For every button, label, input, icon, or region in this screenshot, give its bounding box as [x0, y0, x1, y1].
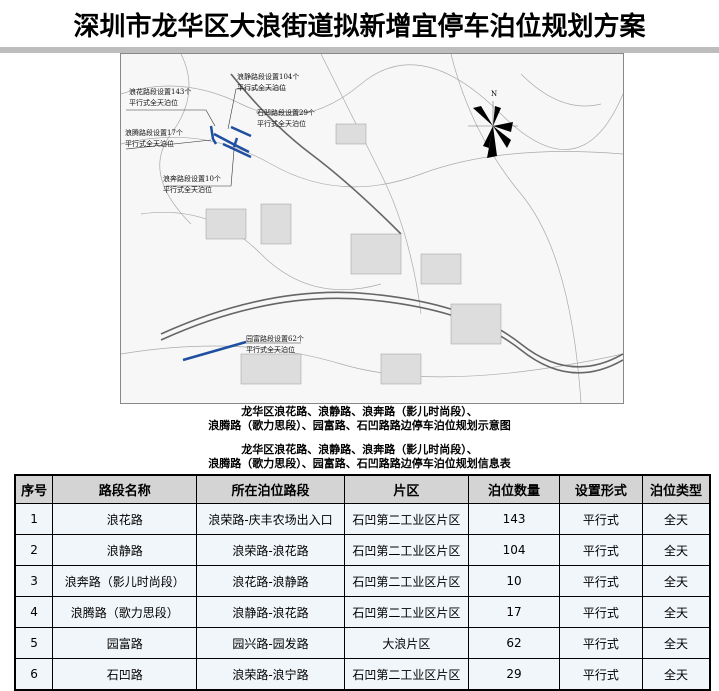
- table-cell: 6: [14, 658, 54, 691]
- header-cell: 泊位数量: [468, 474, 560, 504]
- table-cell: 62: [468, 627, 560, 659]
- table-cell: 3: [14, 565, 54, 597]
- table-cell: 浪花路: [52, 503, 198, 535]
- page-title: 深圳市龙华区大浪街道拟新增宜停车泊位规划方案: [73, 12, 646, 42]
- table-cell: 4: [14, 596, 54, 628]
- table-cell: 104: [468, 534, 560, 566]
- table-cell: 石凹第二工业区片区: [343, 503, 470, 535]
- table-cell: 全天: [641, 503, 711, 535]
- table-cell: 平行式: [558, 627, 643, 659]
- table-cell: 浪荣路-浪宁路: [196, 658, 345, 691]
- table-cell: 10: [468, 565, 560, 597]
- table-cell: 平行式: [558, 503, 643, 535]
- table-cell: 园富路: [52, 627, 198, 659]
- parking-road-segments: [182, 125, 252, 362]
- divider: [0, 47, 719, 53]
- header-cell: 泊位类型: [641, 474, 711, 504]
- table-row: 3 浪奔路（影儿时尚段） 浪花路-浪静路 石凹第二工业区片区 10 平行式 全天: [14, 565, 711, 597]
- label-yuanfu: 园富路段设置62个 平行式全天泊位: [246, 335, 304, 354]
- header-cell: 所在泊位路段: [196, 474, 345, 504]
- label-langben: 浪奔路段设置10个 平行式全天泊位: [163, 175, 221, 194]
- table-cell: 全天: [641, 534, 711, 566]
- table-caption: 龙华区浪花路、浪静路、浪奔路（影儿时尚段）、 浪腾路（歌力思段）、园富路、石凹路路…: [208, 443, 511, 470]
- table-row: 2 浪静路 浪荣路-浪花路 石凹第二工业区片区 104 平行式 全天: [14, 534, 711, 566]
- label-langjing: 浪静路段设置104个 平行式全天泊位: [237, 73, 300, 92]
- north-label: N: [491, 90, 497, 98]
- parking-info-table: 序号 路段名称 所在泊位路段 片区 泊位数量 设置形式 泊位类型 1 浪花路 浪荣路…: [14, 474, 711, 691]
- table-cell: 石凹第二工业区片区: [343, 596, 470, 628]
- table-cell: 大浪片区: [343, 627, 470, 659]
- table-cell: 1: [14, 503, 54, 535]
- label-langhua: 浪花路段设置143个 平行式全天泊位: [129, 88, 192, 107]
- header-cell: 序号: [14, 474, 54, 504]
- table-cell: 石凹第二工业区片区: [343, 565, 470, 597]
- table-row: 5 园富路 园兴路-园发路 大浪片区 62 平行式 全天: [14, 627, 711, 659]
- table-cell: 石凹第二工业区片区: [343, 534, 470, 566]
- table-cell: 全天: [641, 627, 711, 659]
- header-cell: 片区: [343, 474, 470, 504]
- table-cell: 平行式: [558, 596, 643, 628]
- table-row: 6 石凹路 浪荣路-浪宁路 石凹第二工业区片区 29 平行式 全天: [14, 658, 711, 691]
- table-cell: 浪荣路-庆丰农场出入口: [196, 503, 345, 535]
- label-shiao: 石凹路段设置29个 平行式全天泊位: [257, 109, 315, 128]
- planning-map: N 浪花路段设置143个 平行式全天泊位 浪静路段设置104个 平行式全天泊位 石凹…: [120, 53, 624, 404]
- table-header-row: 序号 路段名称 所在泊位路段 片区 泊位数量 设置形式 泊位类型: [14, 474, 711, 504]
- table-cell: 园兴路-园发路: [196, 627, 345, 659]
- table-cell: 石凹路: [52, 658, 198, 691]
- table-cell: 平行式: [558, 565, 643, 597]
- table-cell: 2: [14, 534, 54, 566]
- table-cell: 浪静路-浪花路: [196, 596, 345, 628]
- table-cell: 17: [468, 596, 560, 628]
- table-cell: 浪静路: [52, 534, 198, 566]
- table-row: 4 浪腾路（歌力思段） 浪静路-浪花路 石凹第二工业区片区 17 平行式 全天: [14, 596, 711, 628]
- header-cell: 路段名称: [52, 474, 198, 504]
- table-cell: 浪腾路（歌力思段）: [52, 596, 198, 628]
- map-caption: 龙华区浪花路、浪静路、浪奔路（影儿时尚段）、 浪腾路（歌力思段）、园富路、石凹路路…: [208, 405, 511, 432]
- table-row: 1 浪花路 浪荣路-庆丰农场出入口 石凹第二工业区片区 143 平行式 全天: [14, 503, 711, 535]
- table-cell: 浪花路-浪静路: [196, 565, 345, 597]
- table-cell: 全天: [641, 596, 711, 628]
- table-cell: 5: [14, 627, 54, 659]
- table-cell: 全天: [641, 658, 711, 691]
- table-cell: 29: [468, 658, 560, 691]
- table-cell: 143: [468, 503, 560, 535]
- table-cell: 石凹第二工业区片区: [343, 658, 470, 691]
- table-cell: 浪荣路-浪花路: [196, 534, 345, 566]
- table-cell: 全天: [641, 565, 711, 597]
- table-cell: 平行式: [558, 658, 643, 691]
- table-cell: 平行式: [558, 534, 643, 566]
- map-background: N: [121, 54, 623, 403]
- table-cell: 浪奔路（影儿时尚段）: [52, 565, 198, 597]
- label-langteng: 浪腾路段设置17个 平行式全天泊位: [125, 129, 183, 148]
- header-cell: 设置形式: [558, 474, 643, 504]
- compass-rose-icon: [468, 101, 518, 158]
